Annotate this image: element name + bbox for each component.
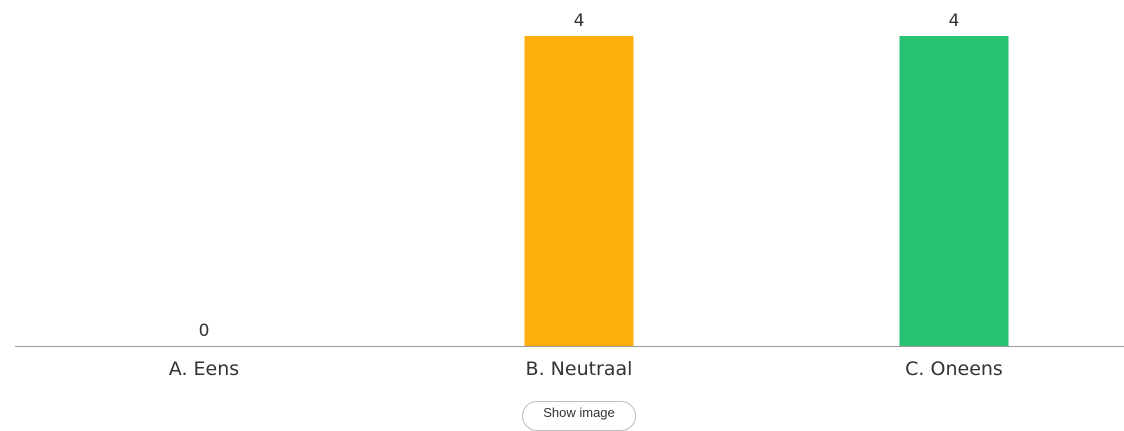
bar-3	[899, 36, 1009, 346]
category-label-2: B. Neutraal	[526, 358, 633, 380]
data-label-2: 4	[574, 11, 585, 31]
data-label-1: 0	[199, 321, 210, 341]
data-label-3: 4	[949, 11, 960, 31]
bar-2	[524, 36, 634, 346]
show-image-button[interactable]: Show image	[522, 401, 636, 431]
category-label-1: A. Eens	[169, 358, 239, 380]
category-label-3: C. Oneens	[905, 358, 1003, 380]
